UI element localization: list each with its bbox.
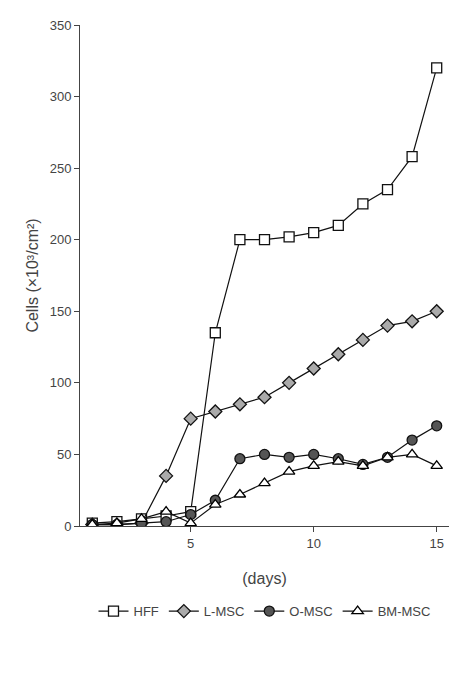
svg-text:(days): (days) bbox=[242, 570, 286, 587]
svg-text:10: 10 bbox=[306, 536, 320, 551]
svg-text:300: 300 bbox=[50, 89, 72, 104]
svg-text:250: 250 bbox=[50, 161, 72, 176]
svg-text:50: 50 bbox=[57, 447, 71, 462]
svg-text:L-MSC: L-MSC bbox=[204, 604, 244, 619]
svg-text:BM-MSC: BM-MSC bbox=[378, 604, 431, 619]
svg-text:100: 100 bbox=[50, 375, 72, 390]
svg-text:0: 0 bbox=[64, 519, 71, 534]
svg-text:150: 150 bbox=[50, 304, 72, 319]
svg-text:15: 15 bbox=[429, 536, 443, 551]
svg-text:5: 5 bbox=[187, 536, 194, 551]
svg-text:Cells (×10³/cm²): Cells (×10³/cm²) bbox=[24, 218, 41, 332]
svg-text:O-MSC: O-MSC bbox=[289, 604, 332, 619]
svg-text:200: 200 bbox=[50, 232, 72, 247]
svg-text:350: 350 bbox=[50, 18, 72, 33]
svg-text:HFF: HFF bbox=[134, 604, 159, 619]
